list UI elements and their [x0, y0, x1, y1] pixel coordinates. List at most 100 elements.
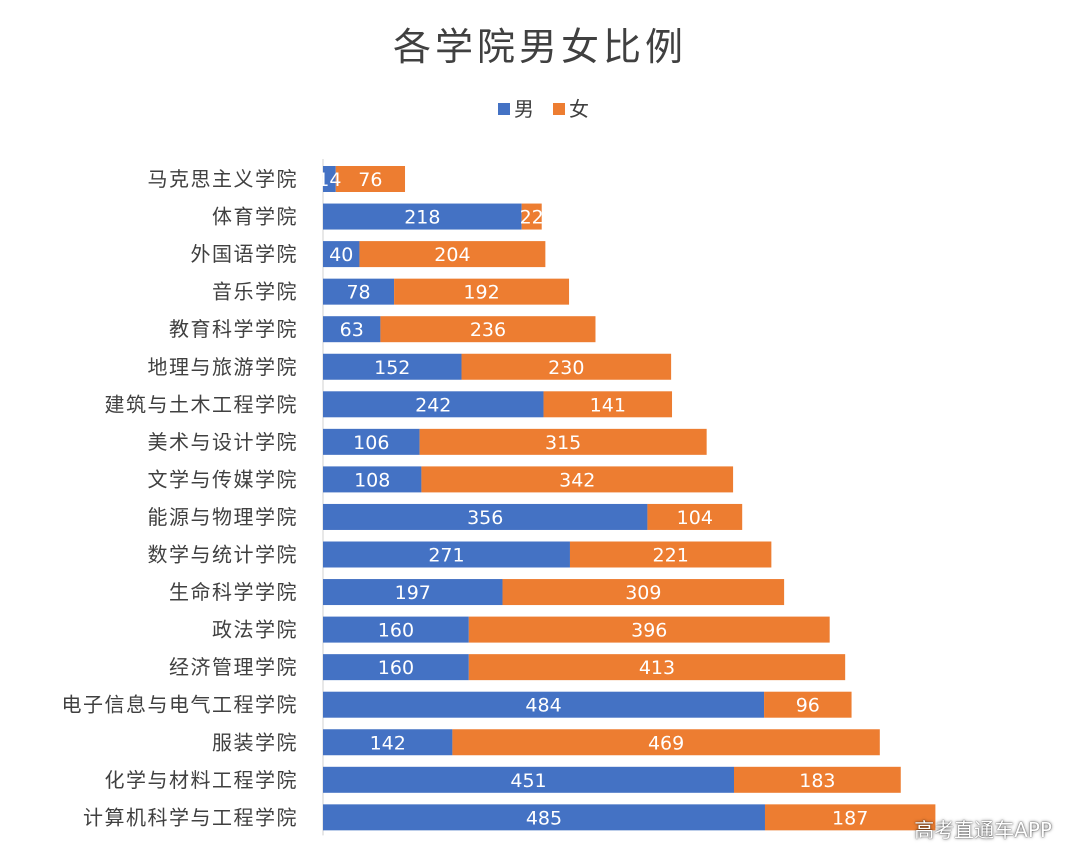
- data-label-female: 104: [677, 507, 713, 529]
- data-label-male: 108: [354, 469, 390, 491]
- data-label-female: 187: [832, 807, 868, 829]
- bar-female: [394, 278, 570, 305]
- bar-female: [421, 466, 734, 493]
- data-label-female: 413: [639, 657, 675, 679]
- data-label-female: 309: [625, 582, 661, 604]
- data-label-female: 221: [653, 545, 689, 567]
- bar-male: [323, 316, 381, 343]
- category-label: 服装学院: [212, 730, 298, 754]
- data-label-male: 484: [525, 695, 561, 717]
- data-label-male: 160: [378, 620, 414, 642]
- legend-label-male: 男: [514, 97, 534, 121]
- legend-swatch-female: [553, 103, 565, 115]
- data-label-female: 315: [545, 432, 581, 454]
- bar-female: [543, 391, 673, 418]
- category-label: 数学与统计学院: [148, 543, 299, 567]
- bar-male: [323, 503, 648, 530]
- bar-female: [764, 804, 936, 831]
- data-label-female: 183: [799, 770, 835, 792]
- bar-male: [323, 166, 336, 192]
- bar-female: [335, 166, 406, 192]
- bar-female: [733, 766, 901, 793]
- category-label: 马克思主义学院: [148, 167, 299, 191]
- bar-female: [468, 654, 846, 681]
- bar-male: [323, 766, 734, 793]
- bar-male: [323, 203, 522, 230]
- watermark: 高考直通车APP: [914, 818, 1052, 842]
- category-label: 体育学院: [212, 205, 298, 229]
- data-label-female: 76: [358, 169, 382, 191]
- data-label-male: 197: [395, 582, 431, 604]
- data-label-male: 14: [317, 169, 341, 191]
- data-label-female: 236: [470, 319, 506, 341]
- data-label-male: 63: [340, 319, 364, 341]
- category-label: 计算机科学与工程学院: [83, 805, 298, 829]
- bar-male: [323, 654, 469, 681]
- data-label-female: 192: [463, 282, 499, 304]
- bars: [323, 166, 936, 831]
- bar-male: [323, 428, 420, 455]
- data-label-male: 218: [404, 207, 440, 229]
- data-label-female: 22: [520, 207, 544, 229]
- data-label-male: 40: [329, 244, 353, 266]
- category-label: 生命科学学院: [169, 580, 298, 604]
- bar-female: [359, 241, 546, 268]
- category-label: 外国语学院: [191, 242, 299, 266]
- data-label-male: 271: [428, 545, 464, 567]
- bar-female: [521, 203, 542, 230]
- bar-male: [323, 466, 422, 493]
- bar-male: [323, 729, 453, 756]
- data-label-female: 396: [631, 620, 667, 642]
- data-label-male: 242: [415, 394, 451, 416]
- category-label: 地理与旅游学院: [148, 355, 299, 379]
- data-label-female: 141: [590, 394, 626, 416]
- bar-male: [323, 616, 469, 643]
- data-label-female: 469: [648, 732, 684, 754]
- category-label: 经济管理学院: [169, 655, 298, 679]
- bar-female: [569, 541, 772, 568]
- bar-male: [323, 241, 360, 268]
- data-label-male: 160: [378, 657, 414, 679]
- bar-female: [380, 316, 596, 343]
- category-label: 音乐学院: [212, 280, 298, 304]
- data-label-female: 204: [434, 244, 470, 266]
- data-label-female: 230: [548, 357, 584, 379]
- bar-female: [647, 503, 743, 530]
- bar-female: [468, 616, 830, 643]
- data-label-male: 78: [346, 282, 370, 304]
- bar-male: [323, 391, 544, 418]
- bar-male: [323, 579, 503, 606]
- data-label-male: 451: [510, 770, 546, 792]
- bar-female: [419, 428, 707, 455]
- data-label-female: 96: [796, 695, 820, 717]
- category-labels: 马克思主义学院体育学院外国语学院音乐学院教育科学学院地理与旅游学院建筑与土木工程…: [62, 167, 299, 829]
- legend-label-female: 女: [569, 97, 589, 121]
- data-label-male: 356: [467, 507, 503, 529]
- bar-male: [323, 804, 765, 831]
- bar-female: [461, 353, 672, 380]
- category-label: 政法学院: [212, 618, 298, 642]
- bar-female: [764, 691, 852, 718]
- category-label: 建筑与土木工程学院: [105, 392, 299, 416]
- bar-male: [323, 353, 462, 380]
- category-label: 能源与物理学院: [148, 505, 299, 529]
- data-label-male: 485: [526, 807, 562, 829]
- legend: 男女: [498, 97, 589, 121]
- bar-male: [323, 691, 765, 718]
- category-label: 教育科学学院: [169, 317, 298, 341]
- bar-female: [452, 729, 880, 756]
- data-label-male: 142: [370, 732, 406, 754]
- data-label-male: 106: [353, 432, 389, 454]
- chart-title: 各学院男女比例: [393, 25, 687, 69]
- legend-swatch-male: [498, 103, 510, 115]
- bar-male: [323, 541, 570, 568]
- data-label-male: 152: [374, 357, 410, 379]
- category-label: 美术与设计学院: [148, 430, 299, 454]
- category-label: 化学与材料工程学院: [105, 768, 299, 792]
- category-label: 电子信息与电气工程学院: [62, 693, 299, 717]
- bar-male: [323, 278, 395, 305]
- category-label: 文学与传媒学院: [148, 467, 299, 491]
- data-labels: 14 76 218 22 40 204 78 192 63 236 152 230 242 141 106 3…: [317, 169, 868, 829]
- data-label-female: 342: [559, 469, 595, 491]
